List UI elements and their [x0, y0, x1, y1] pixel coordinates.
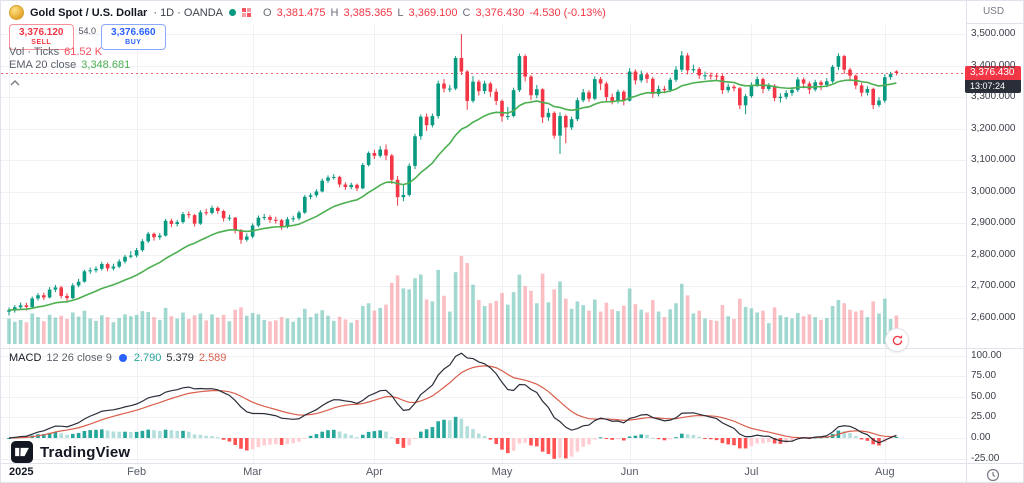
buy-price: 3,376.660	[111, 27, 156, 38]
chart-header: Gold Spot / U.S. Dollar · 1D · OANDA O 3,…	[9, 4, 606, 21]
price-tick-label: 3,200.000	[971, 122, 1016, 134]
macd-tick-label: 25.00	[971, 411, 997, 423]
price-tick-label: 3,100.000	[971, 154, 1016, 166]
macd-tick-label: 100.00	[971, 349, 1002, 361]
symbol-meta[interactable]: · 1D · OANDA	[153, 6, 224, 19]
market-status-icon	[229, 9, 237, 16]
ohlc-close-label: C	[462, 6, 471, 19]
time-tick-label: Mar	[243, 466, 263, 478]
price-tick-label: 3,300.000	[971, 91, 1016, 103]
macd-tick-label: -25.00	[971, 452, 1000, 464]
time-tick-label: Feb	[127, 466, 147, 478]
price-tick-label: 3,500.000	[971, 28, 1016, 39]
legend-collapse-icon[interactable]	[10, 73, 20, 91]
ema-legend-title: EMA 20 close	[9, 59, 77, 71]
volume-legend[interactable]: Vol · Ticks 61.52 K	[9, 46, 102, 58]
macd-indicator-icon	[118, 354, 127, 362]
bar-countdown-label: 13:07:24	[965, 79, 1021, 93]
symbol-title[interactable]: Gold Spot / U.S. Dollar	[30, 6, 148, 19]
price-tick-label: 2,800.000	[971, 248, 1016, 260]
tradingview-logo-icon	[11, 441, 33, 463]
price-tick-label: 3,000.000	[971, 185, 1016, 197]
ohlc-low-value: 3,369.100	[408, 6, 458, 19]
ohlc-open-value: 3,381.475	[276, 6, 326, 19]
price-tick-label: 2,900.000	[971, 217, 1016, 229]
macd-signal-value: 2.589	[198, 352, 227, 364]
tradingview-brand-text: TradingView	[40, 443, 131, 461]
ohlc-open-label: O	[263, 6, 272, 19]
price-tick-label: 3,400.000	[971, 59, 1016, 71]
ohlc-low-label: L	[397, 6, 404, 19]
data-grid-icon	[242, 8, 252, 17]
time-tick-label: Jun	[620, 466, 639, 478]
time-tick-label: Jul	[744, 466, 759, 478]
ema-legend[interactable]: EMA 20 close 3,348.681	[9, 59, 130, 71]
sell-button[interactable]: 3,376.120 SELL	[9, 24, 74, 50]
time-settings-icon[interactable]	[986, 468, 1000, 482]
macd-legend-params: 12 26 close 9	[46, 352, 112, 364]
ohlc-readout: O 3,381.475 H 3,385.365 L 3,369.100 C 3,376.…	[263, 7, 606, 19]
macd-hist-value: 2.790	[133, 352, 162, 364]
price-tick-label: 2,700.000	[971, 280, 1016, 292]
time-tick-label: 2025	[9, 466, 34, 478]
refresh-button[interactable]	[885, 328, 909, 352]
spread-value: 54.0	[78, 26, 97, 36]
last-price-label: 3,376.430	[965, 65, 1021, 80]
time-tick-label: May	[491, 466, 513, 478]
macd-tick-label: 0.00	[971, 432, 991, 443]
ohlc-high-value: 3,385.365	[343, 6, 393, 19]
price-change-value: -4.530 (-0.13%)	[529, 6, 606, 19]
volume-legend-title: Vol · Ticks	[9, 46, 60, 58]
price-tick-label: 2,600.000	[971, 312, 1016, 323]
time-tick-label: Aug	[875, 466, 895, 478]
buy-label: BUY	[125, 39, 142, 46]
sell-price: 3,376.120	[19, 27, 64, 38]
sell-label: SELL	[31, 39, 52, 46]
tradingview-watermark[interactable]: TradingView	[11, 441, 130, 463]
macd-line-value: 5.379	[166, 352, 194, 364]
ema-legend-value: 3,348.681	[81, 59, 131, 71]
macd-tick-label: 50.00	[971, 390, 997, 402]
trade-panel: 3,376.120 SELL 54.0 3,376.660 BUY	[9, 24, 166, 50]
quote-currency-label[interactable]: USD	[982, 6, 1005, 17]
time-tick-label: Apr	[365, 466, 383, 478]
ohlc-high-label: H	[330, 6, 339, 19]
instrument-logo-icon	[9, 5, 24, 20]
macd-legend[interactable]: MACD 12 26 close 9 2.790 5.379 2.589	[9, 352, 226, 364]
buy-button[interactable]: 3,376.660 BUY	[101, 24, 166, 50]
macd-tick-label: 75.00	[971, 370, 997, 382]
price-scale[interactable]: USD 3,376.430 13:07:24 3,500.000 3,400.00…	[964, 1, 1023, 482]
volume-legend-value: 61.52 K	[64, 46, 103, 58]
ohlc-close-value: 3,376.430	[475, 6, 525, 19]
time-scale[interactable]: 2025 Feb Mar Apr May Jun Jul Aug	[1, 462, 966, 482]
macd-legend-title: MACD	[9, 352, 42, 364]
